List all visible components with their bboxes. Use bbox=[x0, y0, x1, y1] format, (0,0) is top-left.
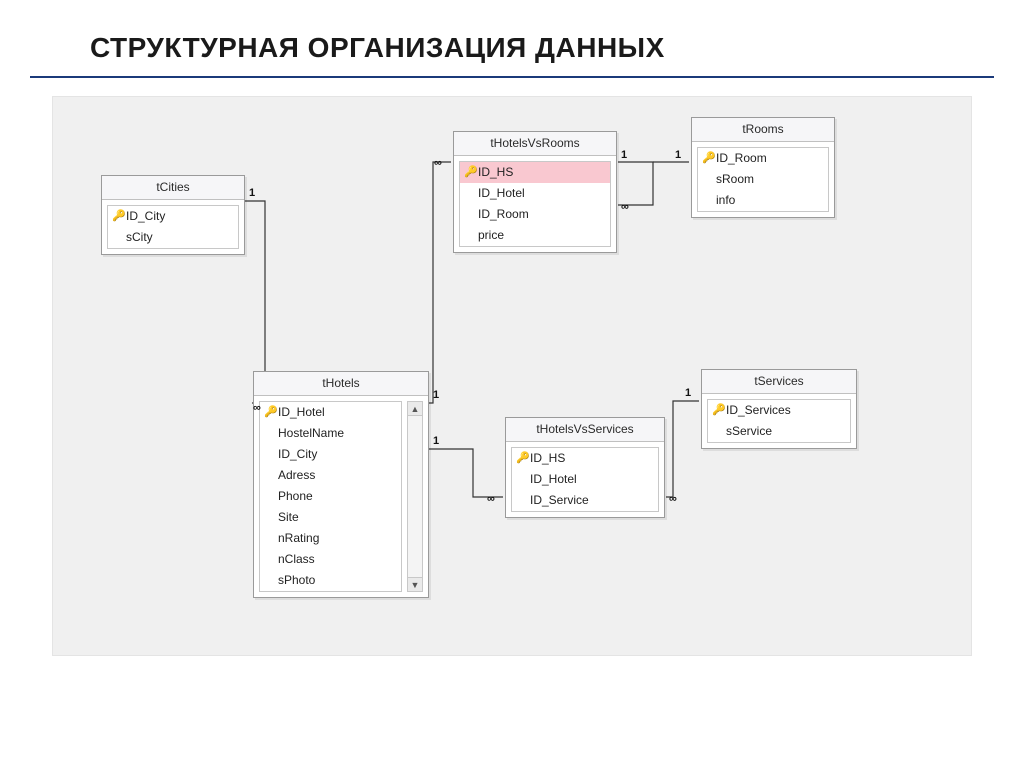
field-name: ID_Service bbox=[530, 492, 589, 509]
table-row[interactable]: 🔑ID_HS bbox=[512, 448, 658, 469]
table-row[interactable]: sCity bbox=[108, 227, 238, 248]
table-tServices[interactable]: tServices 🔑ID_Services sService bbox=[701, 369, 857, 449]
cardinality-label: ∞ bbox=[434, 157, 442, 169]
table-row[interactable]: price bbox=[460, 225, 610, 246]
table-body: 🔑ID_Room sRoom info bbox=[697, 147, 829, 212]
field-name: HostelName bbox=[278, 425, 344, 442]
table-header: tHotelsVsRooms bbox=[454, 132, 616, 156]
table-body: 🔑ID_City sCity bbox=[107, 205, 239, 249]
table-row[interactable]: 🔑ID_City bbox=[108, 206, 238, 227]
table-body: 🔑ID_HS ID_Hotel ID_Roomprice bbox=[459, 161, 611, 247]
field-name: sRoom bbox=[716, 171, 754, 188]
field-name: sCity bbox=[126, 229, 153, 246]
table-row[interactable]: ID_Hotel bbox=[460, 183, 610, 204]
field-name: ID_City bbox=[278, 446, 317, 463]
scrollbar[interactable]: ▲▼ bbox=[407, 401, 423, 592]
field-name: sService bbox=[726, 423, 772, 440]
table-header: tHotelsVsServices bbox=[506, 418, 664, 442]
table-tHotelsVsServices[interactable]: tHotelsVsServices 🔑ID_HS ID_Hotel ID_Servic… bbox=[505, 417, 665, 518]
table-tHotelsVsRooms[interactable]: tHotelsVsRooms 🔑ID_HS ID_Hotel ID_Roomprice bbox=[453, 131, 617, 253]
cardinality-label: ∞ bbox=[621, 201, 629, 213]
table-header: tServices bbox=[702, 370, 856, 394]
key-icon: 🔑 bbox=[264, 404, 278, 421]
page-title: СТРУКТУРНАЯ ОРГАНИЗАЦИЯ ДАННЫХ bbox=[0, 0, 1024, 76]
title-underline bbox=[30, 76, 994, 78]
scroll-up-icon[interactable]: ▲ bbox=[408, 402, 422, 416]
field-name: sPhoto bbox=[278, 572, 315, 589]
table-row[interactable]: HostelName bbox=[260, 423, 401, 444]
key-icon: 🔑 bbox=[516, 450, 530, 467]
cardinality-label: 1 bbox=[675, 149, 681, 161]
cardinality-label: 1 bbox=[433, 435, 439, 447]
table-row[interactable]: nClass bbox=[260, 549, 401, 570]
field-name: ID_Room bbox=[478, 206, 529, 223]
table-header: tCities bbox=[102, 176, 244, 200]
table-row[interactable]: ID_Service bbox=[512, 490, 658, 511]
table-row[interactable]: 🔑ID_Room bbox=[698, 148, 828, 169]
table-row[interactable]: sPhoto bbox=[260, 570, 401, 591]
field-name: ID_Hotel bbox=[530, 471, 577, 488]
table-row[interactable]: Site bbox=[260, 507, 401, 528]
cardinality-label: 1 bbox=[433, 389, 439, 401]
field-name: nClass bbox=[278, 551, 315, 568]
cardinality-label: 1 bbox=[249, 187, 255, 199]
cardinality-label: 1 bbox=[621, 149, 627, 161]
table-header: tHotels bbox=[254, 372, 428, 396]
table-tHotels[interactable]: tHotels 🔑ID_Hotel HostelName ID_City Adress P… bbox=[253, 371, 429, 598]
field-name: ID_Hotel bbox=[478, 185, 525, 202]
table-row[interactable]: info bbox=[698, 190, 828, 211]
field-name: price bbox=[478, 227, 504, 244]
table-row[interactable]: 🔑ID_HS bbox=[460, 162, 610, 183]
key-icon: 🔑 bbox=[464, 164, 478, 181]
table-row[interactable]: ID_City bbox=[260, 444, 401, 465]
cardinality-label: ∞ bbox=[487, 493, 495, 505]
key-icon: 🔑 bbox=[712, 402, 726, 419]
cardinality-label: 1 bbox=[685, 387, 691, 399]
field-name: Site bbox=[278, 509, 299, 526]
table-row[interactable]: sService bbox=[708, 421, 850, 442]
scroll-down-icon[interactable]: ▼ bbox=[408, 577, 422, 591]
field-name: ID_HS bbox=[530, 450, 565, 467]
table-row[interactable]: ID_Room bbox=[460, 204, 610, 225]
table-row[interactable]: nRating bbox=[260, 528, 401, 549]
key-icon: 🔑 bbox=[112, 208, 126, 225]
table-row[interactable]: ID_Hotel bbox=[512, 469, 658, 490]
diagram-canvas: tCities🔑ID_CitysCitytHotelsVsRooms🔑ID_HS… bbox=[52, 96, 972, 656]
table-row[interactable]: sRoom bbox=[698, 169, 828, 190]
field-name: ID_Hotel bbox=[278, 404, 325, 421]
cardinality-label: ∞ bbox=[253, 402, 261, 414]
table-tCities[interactable]: tCities 🔑ID_City sCity bbox=[101, 175, 245, 255]
table-row[interactable]: 🔑ID_Services bbox=[708, 400, 850, 421]
cardinality-label: ∞ bbox=[669, 493, 677, 505]
table-body: 🔑ID_Hotel HostelName ID_City Adress Phone Sit… bbox=[259, 401, 402, 592]
table-row[interactable]: 🔑ID_Hotel bbox=[260, 402, 401, 423]
scroll-track[interactable] bbox=[408, 416, 422, 577]
field-name: Phone bbox=[278, 488, 313, 505]
table-row[interactable]: Adress bbox=[260, 465, 401, 486]
table-tRooms[interactable]: tRooms 🔑ID_Room sRoom info bbox=[691, 117, 835, 218]
field-name: Adress bbox=[278, 467, 315, 484]
field-name: nRating bbox=[278, 530, 319, 547]
table-body: 🔑ID_HS ID_Hotel ID_Service bbox=[511, 447, 659, 512]
table-row[interactable]: Phone bbox=[260, 486, 401, 507]
table-body: 🔑ID_Services sService bbox=[707, 399, 851, 443]
field-name: ID_Services bbox=[726, 402, 791, 419]
key-icon: 🔑 bbox=[702, 150, 716, 167]
field-name: ID_HS bbox=[478, 164, 513, 181]
field-name: ID_Room bbox=[716, 150, 767, 167]
field-name: info bbox=[716, 192, 735, 209]
field-name: ID_City bbox=[126, 208, 165, 225]
table-header: tRooms bbox=[692, 118, 834, 142]
